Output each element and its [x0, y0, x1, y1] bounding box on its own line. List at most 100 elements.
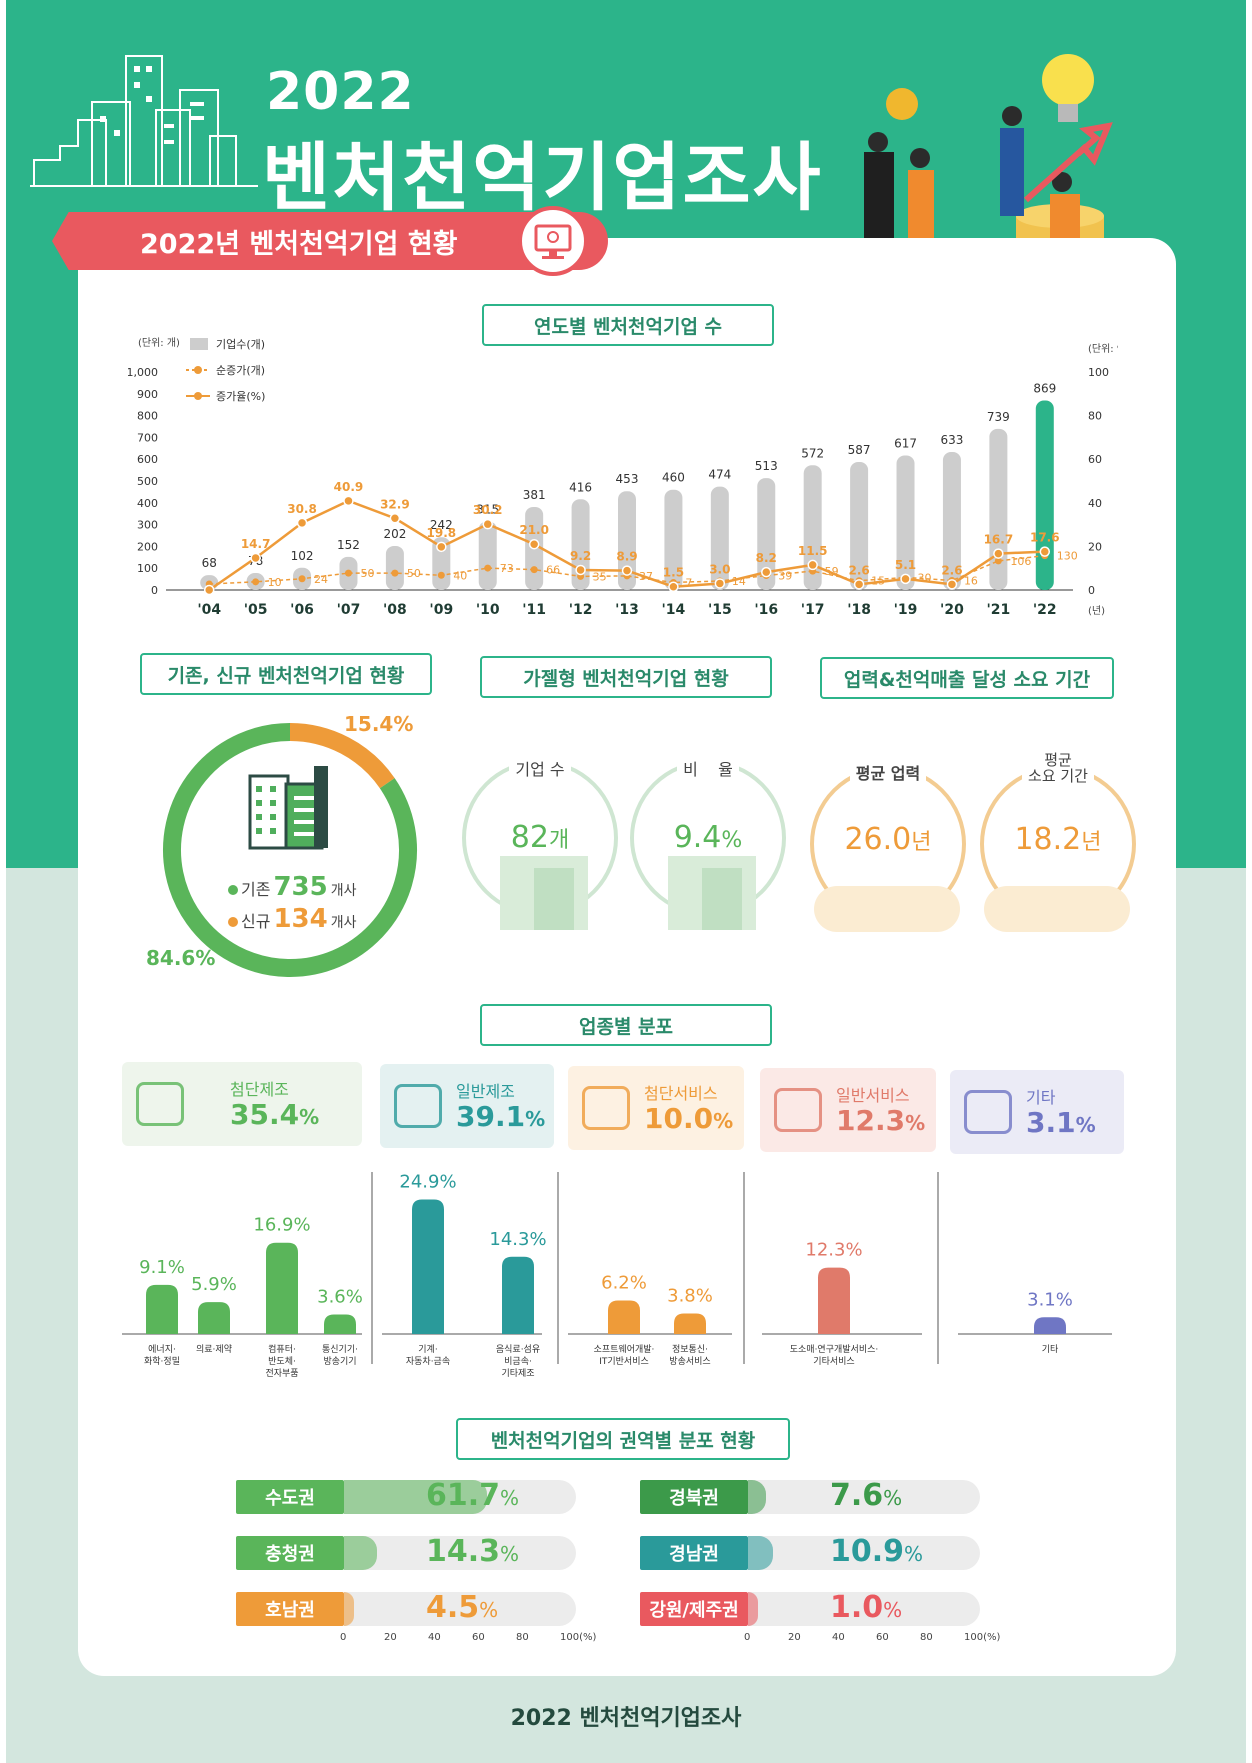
right-tick-label: 20 — [1088, 540, 1102, 553]
industry-card-value-wrap: 3.1% — [1026, 1106, 1096, 1139]
net-point — [252, 578, 260, 586]
age-label: 평균 업력 — [810, 760, 966, 784]
bar-count-label: 633 — [940, 433, 963, 447]
industry-card-unit: % — [905, 1111, 926, 1135]
left-tick-label: 0 — [151, 584, 158, 597]
industry-card-value: 3.1 — [1026, 1106, 1076, 1139]
bar-count-label: 242 — [430, 518, 453, 532]
x-tick-label: '13 — [615, 602, 639, 618]
rate-point-label: 2.6 — [941, 563, 962, 577]
rate-point — [668, 581, 679, 592]
industry-icon — [774, 1088, 822, 1132]
age-value-wrap: 26.0년 — [810, 822, 966, 857]
industry-bar — [324, 1314, 356, 1334]
net-point — [994, 557, 1002, 565]
industry-bar-category: 에너지· — [148, 1344, 176, 1355]
industry-card-name: 일반제조 — [456, 1082, 515, 1101]
left-tick-label: 1,000 — [128, 366, 158, 379]
left-tick-label: 900 — [137, 388, 158, 401]
rate-point — [250, 552, 261, 564]
left-tick-label: 800 — [137, 410, 158, 423]
legend-bar-swatch — [190, 338, 208, 350]
region-axis-tick: 80 — [920, 1632, 933, 1643]
x-tick-label: '12 — [569, 602, 593, 618]
legend-existing: 기존 735 개사 — [228, 872, 357, 902]
region-track — [748, 1592, 980, 1626]
region-unit: % — [500, 1486, 520, 1510]
x-tick-label: '16 — [754, 602, 778, 618]
region-track — [344, 1536, 576, 1570]
rate-point — [761, 566, 772, 578]
bar-count-label: 869 — [1033, 382, 1056, 396]
industry-icon — [582, 1086, 630, 1130]
region-fill — [344, 1480, 488, 1514]
bar-count-label: 513 — [755, 459, 778, 473]
region-axis-tick: 0 — [744, 1632, 751, 1643]
gazelle-ratio-unit: % — [721, 828, 743, 853]
existing-label: 기존 — [241, 880, 271, 899]
industry-chart: 9.1% 에너지·화학·정밀 5.9% 의료·제약 16.9% 컴퓨터·반도체·전자부품 3… — [122, 1172, 1112, 1379]
bar-count-label: 315 — [476, 502, 499, 516]
industry-bar-label: 12.3% — [805, 1240, 862, 1261]
time-value-wrap: 18.2년 — [980, 822, 1136, 857]
industry-card-value: 39.1 — [456, 1100, 526, 1133]
rate-point — [389, 513, 401, 524]
existing-value: 735 — [273, 872, 328, 902]
net-point-label: 37 — [639, 570, 653, 583]
x-tick-label: '07 — [337, 602, 361, 618]
rate-point-label: 8.9 — [616, 550, 637, 564]
industry-bar-category: 기계· — [418, 1343, 437, 1355]
net-point-label: 15 — [871, 575, 885, 588]
bar-count-label: 474 — [708, 468, 731, 482]
section-title-region: 벤처천억기업의 권역별 분포 현황 — [456, 1418, 790, 1460]
legend-count-label: 기업수(개) — [216, 338, 265, 351]
region-fill — [344, 1536, 378, 1570]
rate-point — [900, 573, 911, 585]
region-value-wrap: 1.0% — [830, 1590, 902, 1625]
x-tick-label: '08 — [383, 602, 407, 618]
x-tick-label: '04 — [197, 602, 221, 618]
bar-count-label: 381 — [523, 488, 546, 502]
bar-count-label: 416 — [569, 480, 592, 494]
bar-count — [989, 428, 1008, 590]
left-tick-label: 100 — [137, 562, 158, 575]
net-point-label: 16 — [964, 575, 978, 588]
region-axis-tick: 80 — [516, 1632, 529, 1643]
rate-point — [436, 541, 447, 553]
net-point-label: 66 — [546, 564, 560, 577]
bar-count — [432, 537, 451, 590]
region-name: 수도권 — [236, 1480, 344, 1514]
industry-bar — [674, 1313, 706, 1334]
x-tick-label: '09 — [429, 602, 453, 618]
industry-bar — [412, 1199, 444, 1334]
region-name: 강원/제주권 — [640, 1592, 748, 1626]
left-tick-label: 200 — [137, 540, 158, 553]
industry-bar-label: 16.9% — [253, 1215, 310, 1236]
region-track — [748, 1480, 980, 1514]
industry-bar-category: IT기반서비스 — [599, 1356, 649, 1367]
region-unit: % — [500, 1542, 520, 1566]
region-value-wrap: 61.7% — [426, 1478, 519, 1513]
time-unit: 년 — [1081, 830, 1102, 855]
section-title-yearly: 연도별 벤처천억기업 수 — [482, 304, 774, 346]
bar-count — [896, 455, 915, 590]
industry-bar-category: 비금속· — [504, 1356, 532, 1367]
bar-count-label: 587 — [848, 443, 871, 457]
rate-point-label: 9.2 — [570, 549, 591, 563]
bar-count-label: 739 — [987, 410, 1010, 424]
net-point — [298, 575, 306, 583]
region-track — [748, 1536, 980, 1570]
legend-net-label: 순증가(개) — [216, 364, 265, 377]
bar-count-label: 572 — [801, 446, 824, 460]
industry-card: 첨단제조 35.4% — [122, 1062, 362, 1146]
existing-percent: 84.6% — [146, 946, 216, 970]
gazelle-ratio-value: 9.4 — [673, 820, 722, 855]
industry-bar — [502, 1256, 534, 1334]
left-tick-label: 400 — [137, 497, 158, 510]
region-value: 61.7 — [426, 1478, 501, 1513]
industry-bar — [266, 1242, 298, 1334]
gazelle-count-label: 기업 수 — [462, 756, 618, 780]
gazelle-ratio-label: 비 율 — [630, 756, 786, 780]
region-row: 경북권 7.6% — [640, 1478, 980, 1514]
new-dot-icon — [228, 917, 238, 927]
